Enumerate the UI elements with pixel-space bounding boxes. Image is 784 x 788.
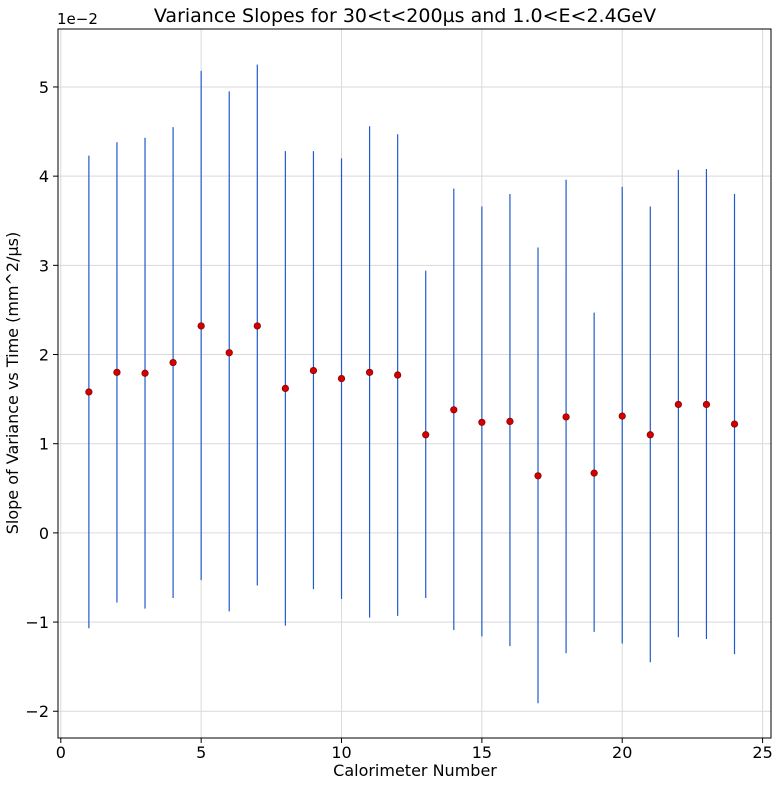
data-point: [113, 368, 121, 376]
x-tick-label: 25: [752, 743, 772, 762]
data-marks: [85, 64, 739, 704]
y-tick-label: 1: [39, 435, 49, 454]
data-point: [450, 406, 458, 414]
x-tick-label: 20: [612, 743, 632, 762]
x-tick-label: 15: [472, 743, 492, 762]
data-point: [197, 322, 205, 330]
y-tick-label: −2: [25, 702, 49, 721]
x-tick-label: 5: [196, 743, 206, 762]
y-axis-label: Slope of Variance vs Time (mm^2/µs): [3, 232, 22, 534]
data-point: [562, 413, 570, 421]
y-tick-label: 3: [39, 256, 49, 275]
data-point: [646, 431, 654, 439]
data-point: [225, 349, 233, 357]
data-point: [337, 374, 346, 383]
axes: 0 5 10 15 20 25 −2 −1 0 1 2 3 4 5: [25, 28, 773, 762]
data-point: [674, 400, 682, 409]
data-point: [702, 400, 711, 409]
data-point: [506, 417, 514, 426]
data-point: [309, 366, 318, 375]
data-point: [534, 472, 542, 480]
data-point: [169, 358, 177, 367]
data-point: [253, 322, 261, 330]
data-point: [478, 418, 486, 426]
y-tick-label: 2: [39, 346, 49, 365]
y-tick-label: 0: [39, 524, 49, 543]
data-point: [85, 388, 93, 396]
data-point: [618, 412, 626, 420]
grid-lines: [58, 29, 771, 738]
data-point: [365, 368, 374, 376]
data-point: [281, 384, 289, 393]
x-tick-label: 10: [331, 743, 351, 762]
plot-frame: [57, 28, 772, 739]
data-point: [422, 431, 430, 439]
chart-title: Variance Slopes for 30<t<200µs and 1.0<E…: [154, 5, 656, 27]
x-axis-label: Calorimeter Number: [333, 761, 497, 780]
data-point: [141, 369, 149, 377]
data-point: [394, 371, 402, 379]
y-tick-label: −1: [25, 613, 49, 632]
y-offset-label: 1e−2: [57, 10, 98, 28]
y-tick-label: 4: [39, 167, 49, 186]
data-point: [730, 420, 739, 428]
y-tick-label: 5: [39, 78, 49, 97]
data-point: [590, 469, 598, 477]
x-tick-label: 0: [56, 743, 66, 762]
